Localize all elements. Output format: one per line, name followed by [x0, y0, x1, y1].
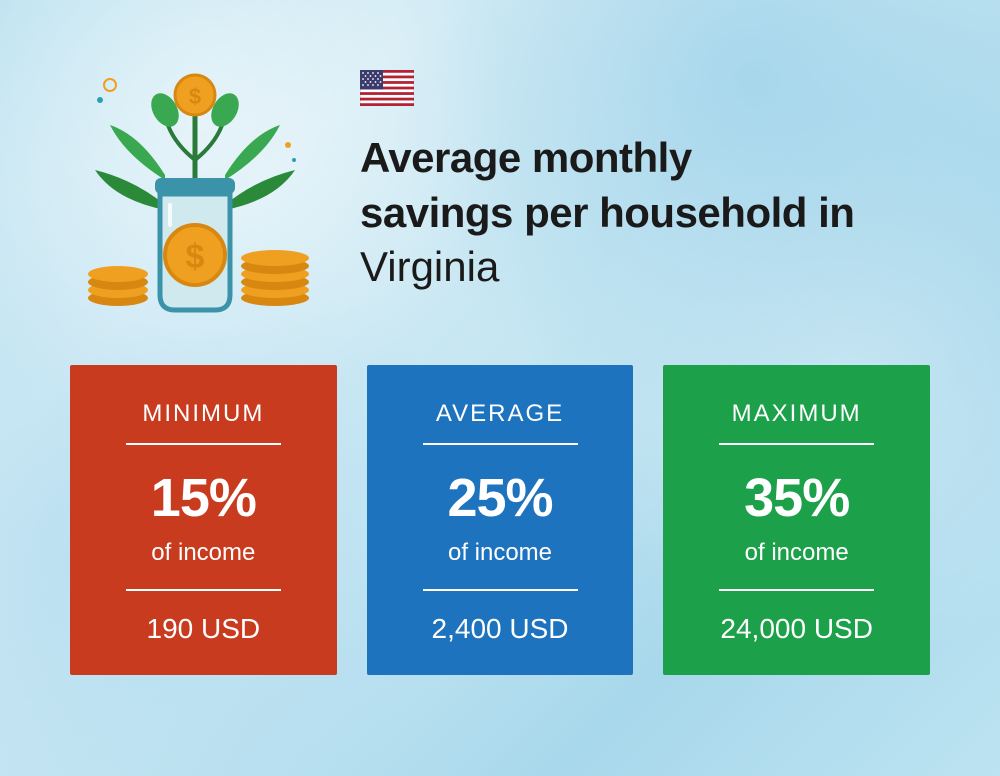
card-subtext: of income [693, 539, 900, 567]
stat-card-maximum: MAXIMUM 35% of income 24,000 USD [663, 365, 930, 675]
title-location: Virginia [360, 240, 930, 295]
header-row: $ $ [70, 60, 930, 320]
svg-text:$: $ [189, 84, 201, 109]
card-amount: 2,400 USD [397, 613, 604, 645]
card-divider [719, 443, 874, 445]
usa-flag-svg [360, 70, 414, 106]
card-label: MINIMUM [100, 400, 307, 428]
card-divider [126, 589, 281, 591]
infographic-container: $ $ [0, 0, 1000, 776]
title-line-2: savings per household in [360, 186, 930, 241]
card-amount: 190 USD [100, 613, 307, 645]
savings-jar-illustration: $ $ [70, 60, 320, 320]
card-label: MAXIMUM [693, 400, 900, 428]
stat-card-minimum: MINIMUM 15% of income 190 USD [70, 365, 337, 675]
title-line-1: Average monthly [360, 131, 930, 186]
title-section: Average monthly savings per household in… [360, 60, 930, 295]
card-subtext: of income [397, 539, 604, 567]
card-divider [423, 589, 578, 591]
card-amount: 24,000 USD [693, 613, 900, 645]
savings-jar-svg: $ $ [70, 60, 320, 320]
svg-text:$: $ [186, 238, 205, 276]
usa-flag-icon [360, 70, 414, 106]
stat-card-average: AVERAGE 25% of income 2,400 USD [367, 365, 634, 675]
card-percent: 35% [693, 467, 900, 529]
card-divider [126, 443, 281, 445]
card-divider [719, 589, 874, 591]
stat-cards-row: MINIMUM 15% of income 190 USD AVERAGE 25… [70, 365, 930, 675]
card-subtext: of income [100, 539, 307, 567]
card-label: AVERAGE [397, 400, 604, 428]
card-divider [423, 443, 578, 445]
card-percent: 25% [397, 467, 604, 529]
card-percent: 15% [100, 467, 307, 529]
